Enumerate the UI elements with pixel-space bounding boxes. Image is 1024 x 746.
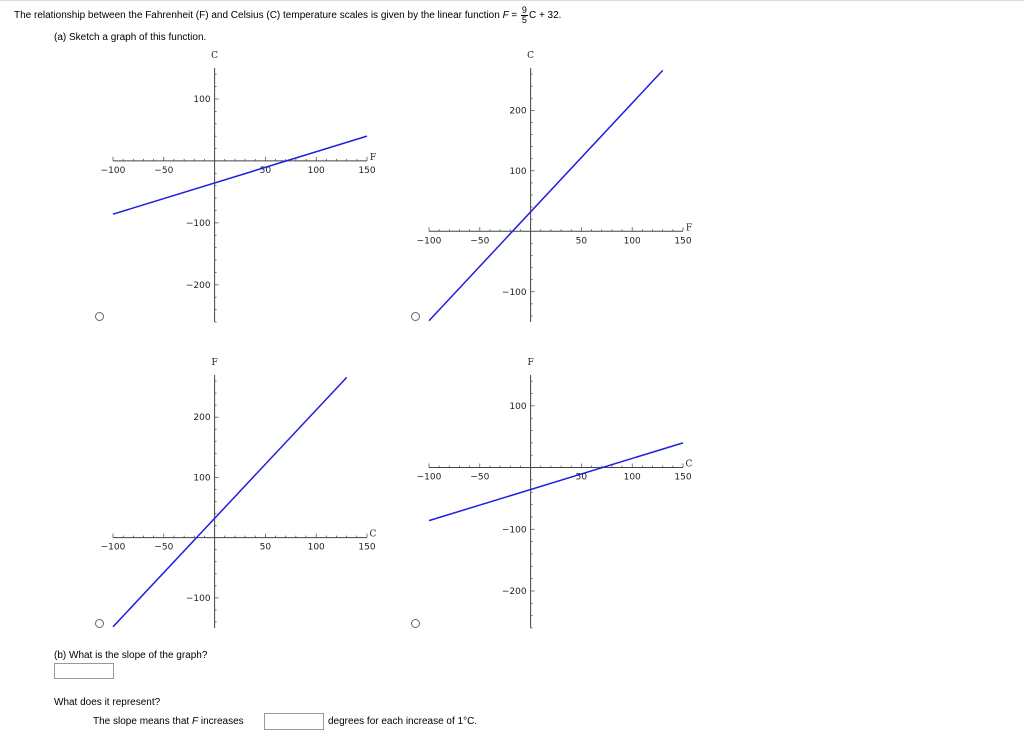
y-tick-label: 100 [193,95,210,105]
x-tick-label: −100 [101,166,126,176]
part-a-prompt: (a) Sketch a graph of this function. [54,32,207,43]
radio-option-4[interactable] [411,619,420,628]
y-tick-label: −200 [502,587,527,597]
series-line [112,135,368,215]
x-tick-label: 150 [358,543,375,553]
y-tick-label: −100 [502,288,527,298]
sentence-verb: increases [200,716,244,727]
formula-lhs: F = [502,10,518,22]
x-tick-label: 50 [260,543,272,553]
y-axis-label: F [527,358,533,368]
graph-option-1: −100 −50 50 100 150 100 −100 −200 F C [101,51,376,323]
x-tick-label: −100 [417,473,442,483]
radio-option-3[interactable] [95,619,104,628]
x-tick-label: −100 [417,236,442,246]
y-tick-label: 200 [193,413,210,423]
y-tick-label: 200 [509,106,526,116]
graph-option-3: −100 −50 50 100 150 200 100 −100 C F [101,358,377,628]
x-tick-label: 100 [624,473,641,483]
slope-input[interactable] [54,663,114,679]
radio-option-1[interactable] [95,312,104,321]
y-axis-label: F [211,358,217,368]
x-tick-label: 50 [576,473,588,483]
y-axis-label: C [527,51,534,61]
series-line [428,69,664,322]
x-tick-label: 100 [308,543,325,553]
series-line [428,442,684,522]
y-tick-label: 100 [193,473,210,483]
x-axis-label: C [370,530,377,540]
x-tick-label: −50 [154,166,173,176]
y-tick-label: 100 [509,167,526,177]
increase-input[interactable] [264,713,324,730]
x-tick-label: 100 [624,236,641,246]
fraction-denominator: 5 [521,15,527,25]
formula-fraction: 9 5 [520,5,528,25]
x-tick-label: 150 [674,236,691,246]
x-tick-label: 50 [260,166,272,176]
y-tick-label: −100 [502,525,527,535]
y-tick-label: 100 [509,402,526,412]
sentence-suffix: degrees for each increase of 1°C. [328,716,478,727]
x-axis-label: F [370,153,376,163]
x-tick-label: 150 [358,166,375,176]
sentence-variable: F [191,716,199,727]
x-tick-label: 50 [576,236,588,246]
y-axis-label: C [211,51,218,61]
x-tick-label: −50 [470,236,489,246]
problem-statement: The relationship between the Fahrenheit … [14,6,561,25]
radio-option-2[interactable] [411,312,420,321]
y-tick-label: −200 [186,281,211,291]
sentence-prefix: The slope means that [93,716,190,727]
top-divider [0,0,1024,1]
x-tick-label: 100 [308,166,325,176]
slope-sentence: The slope means that F increases [93,716,244,727]
x-tick-label: −50 [470,473,489,483]
formula-rhs: C + 32. [528,10,562,22]
x-tick-label: −100 [101,543,126,553]
part-b-prompt: (b) What is the slope of the graph? [54,650,208,661]
intro-text: The relationship between the Fahrenheit … [14,10,500,22]
x-tick-label: −50 [154,543,173,553]
x-axis-label: C [686,460,693,470]
fraction-numerator: 9 [520,5,528,16]
y-tick-label: −100 [186,219,211,229]
x-tick-label: 150 [674,473,691,483]
y-tick-label: −100 [186,594,211,604]
graph-option-2: −100 −50 50 100 150 200 100 −100 F C [417,51,692,322]
represent-prompt: What does it represent? [54,697,161,708]
graph-option-4: −100 −50 50 100 150 100 −100 −200 C F [417,358,693,629]
series-line [112,376,348,628]
x-axis-label: F [686,223,692,233]
